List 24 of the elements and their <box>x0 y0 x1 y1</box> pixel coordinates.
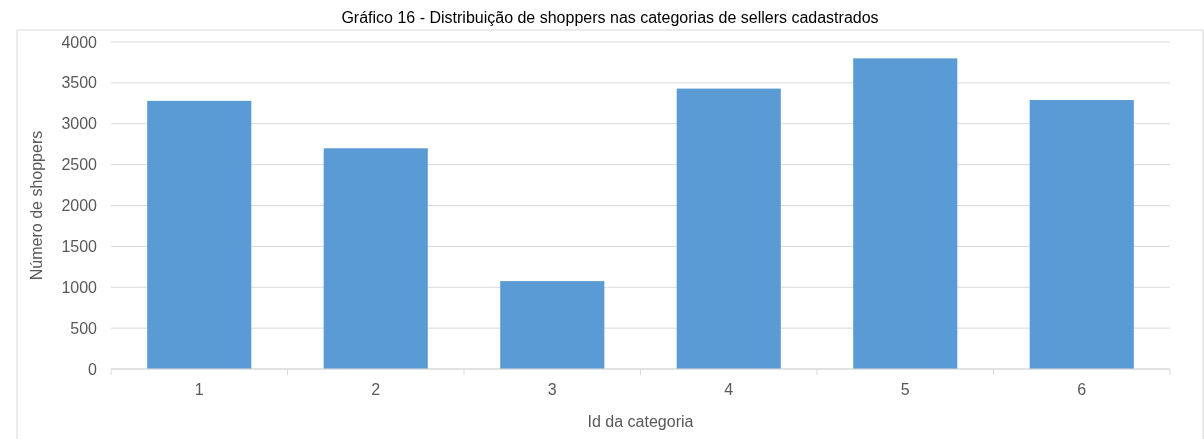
bar <box>500 281 605 369</box>
x-axis-title: Id da categoria <box>587 413 694 430</box>
bar <box>1029 100 1134 369</box>
bar <box>676 88 781 369</box>
y-tick-label: 1000 <box>61 278 98 296</box>
y-tick-label: 0 <box>88 360 98 378</box>
chart-title: Gráfico 16 - Distribuição de shoppers nas categorias de sellers cadastrados <box>341 9 879 26</box>
y-tick-label: 3500 <box>61 74 98 92</box>
y-tick-label: 500 <box>70 319 98 337</box>
y-tick-label: 2000 <box>61 197 98 215</box>
y-tick-label: 3000 <box>61 115 98 133</box>
bar <box>853 58 958 369</box>
bar <box>323 148 428 369</box>
x-tick-label: 4 <box>724 381 734 398</box>
x-tick-label: 6 <box>1077 381 1087 398</box>
x-tick-label: 5 <box>900 381 910 398</box>
x-tick-label: 1 <box>194 381 204 398</box>
y-tick-label: 2500 <box>61 156 98 174</box>
y-tick-label: 1500 <box>61 237 98 255</box>
bar <box>147 100 252 369</box>
x-tick-label: 3 <box>547 381 557 398</box>
y-axis-title: Número de shoppers <box>28 130 45 281</box>
x-tick-label: 2 <box>371 381 381 398</box>
y-tick-label: 4000 <box>61 33 98 51</box>
